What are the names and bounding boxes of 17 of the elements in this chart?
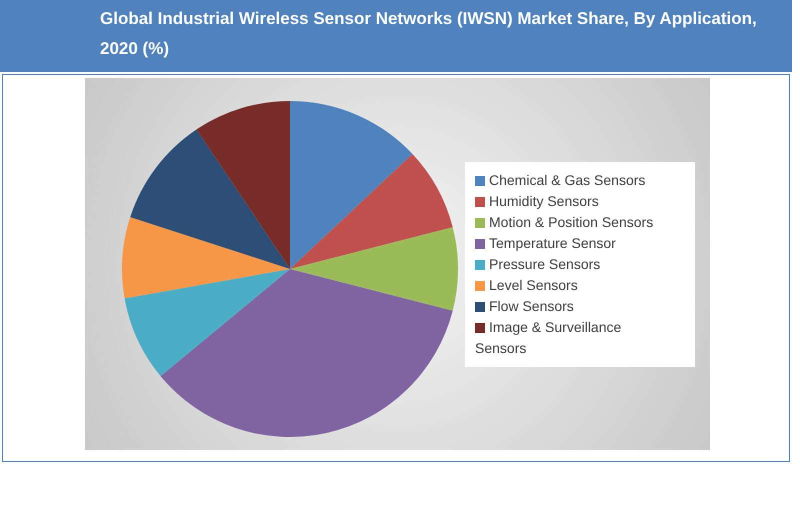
legend-label: Level Sensors [489, 276, 578, 292]
pie-slice [122, 217, 290, 298]
legend-label: Chemical & Gas Sensors [489, 172, 646, 188]
chart-title: Global Industrial Wireless Sensor Networks (IWSN) Market Share, By Application, 2020 (%) [0, 0, 792, 72]
pie-slice [130, 129, 290, 269]
pie-slice [196, 101, 290, 269]
legend-label: Flow Sensors [489, 298, 574, 314]
pie-slice [124, 269, 290, 376]
pie-slice [290, 101, 412, 269]
legend-label: Humidity Sensors [489, 192, 599, 208]
legend-label: Image & Surveillance Sensors [475, 318, 622, 356]
pie-slice [160, 269, 453, 437]
pie-slice [290, 154, 453, 269]
legend-label: Pressure Sensors [489, 256, 600, 272]
pie-slice [290, 227, 458, 311]
legend-label: Motion & Position Sensors [489, 214, 654, 230]
legend-label: Temperature Sensor [489, 234, 616, 250]
